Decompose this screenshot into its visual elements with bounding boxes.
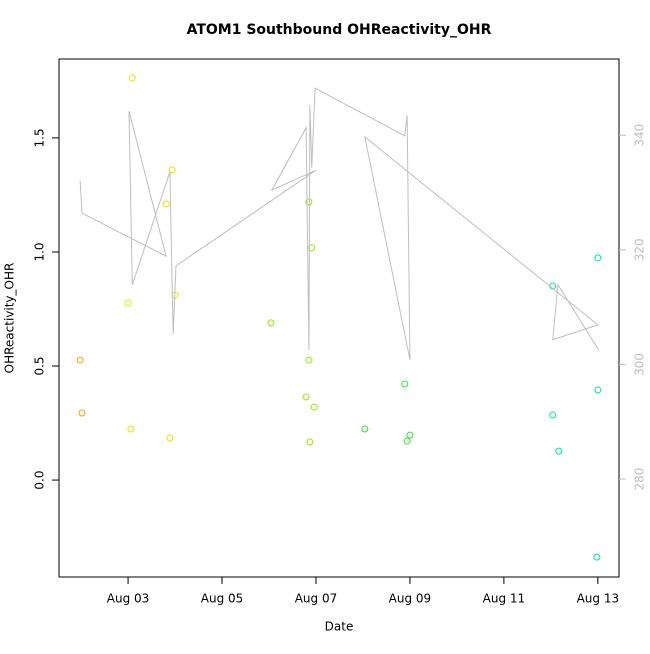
data-point: [306, 438, 314, 446]
data-point: [555, 447, 563, 455]
data-point: [594, 254, 602, 262]
y-tick-label: 1.5: [33, 128, 47, 147]
data-point: [267, 319, 275, 327]
data-point: [78, 409, 86, 417]
data-point: [166, 434, 174, 442]
x-tick-label: Aug 13: [577, 592, 620, 606]
data-point: [549, 411, 557, 419]
y-tick-label: 0.0: [33, 471, 47, 490]
data-point: [168, 166, 176, 174]
y-tick-label: 0.5: [33, 356, 47, 375]
y2-tick-label: 300: [633, 353, 647, 376]
x-tick-label: Aug 03: [107, 592, 150, 606]
y2-tick-label: 320: [633, 238, 647, 261]
data-point: [406, 431, 414, 439]
x-tick-label: Aug 07: [295, 592, 338, 606]
data-point: [593, 553, 601, 561]
chart-title: ATOM1 Southbound OHReactivity_OHR: [187, 22, 492, 38]
data-point: [127, 425, 135, 433]
y2-tick-label: 280: [633, 468, 647, 491]
x-tick-label: Aug 11: [483, 592, 526, 606]
x-tick-label: Aug 05: [201, 592, 244, 606]
data-point: [128, 74, 136, 82]
y-tick-label: 1.0: [33, 242, 47, 261]
data-point: [76, 356, 84, 364]
data-point: [308, 244, 316, 252]
data-point: [401, 380, 409, 388]
x-tick-label: Aug 09: [389, 592, 432, 606]
y-axis-label: OHReactivity_OHR: [3, 263, 17, 374]
y2-tick-label: 340: [633, 124, 647, 147]
data-point: [305, 198, 313, 206]
x-axis-label: Date: [325, 620, 354, 634]
data-point: [305, 356, 313, 364]
data-point: [310, 403, 318, 411]
data-point: [162, 200, 170, 208]
data-point: [124, 299, 132, 307]
data-point: [361, 425, 369, 433]
data-point: [302, 393, 310, 401]
data-point: [594, 386, 602, 394]
plot-frame: [58, 58, 620, 578]
data-point: [403, 437, 411, 445]
